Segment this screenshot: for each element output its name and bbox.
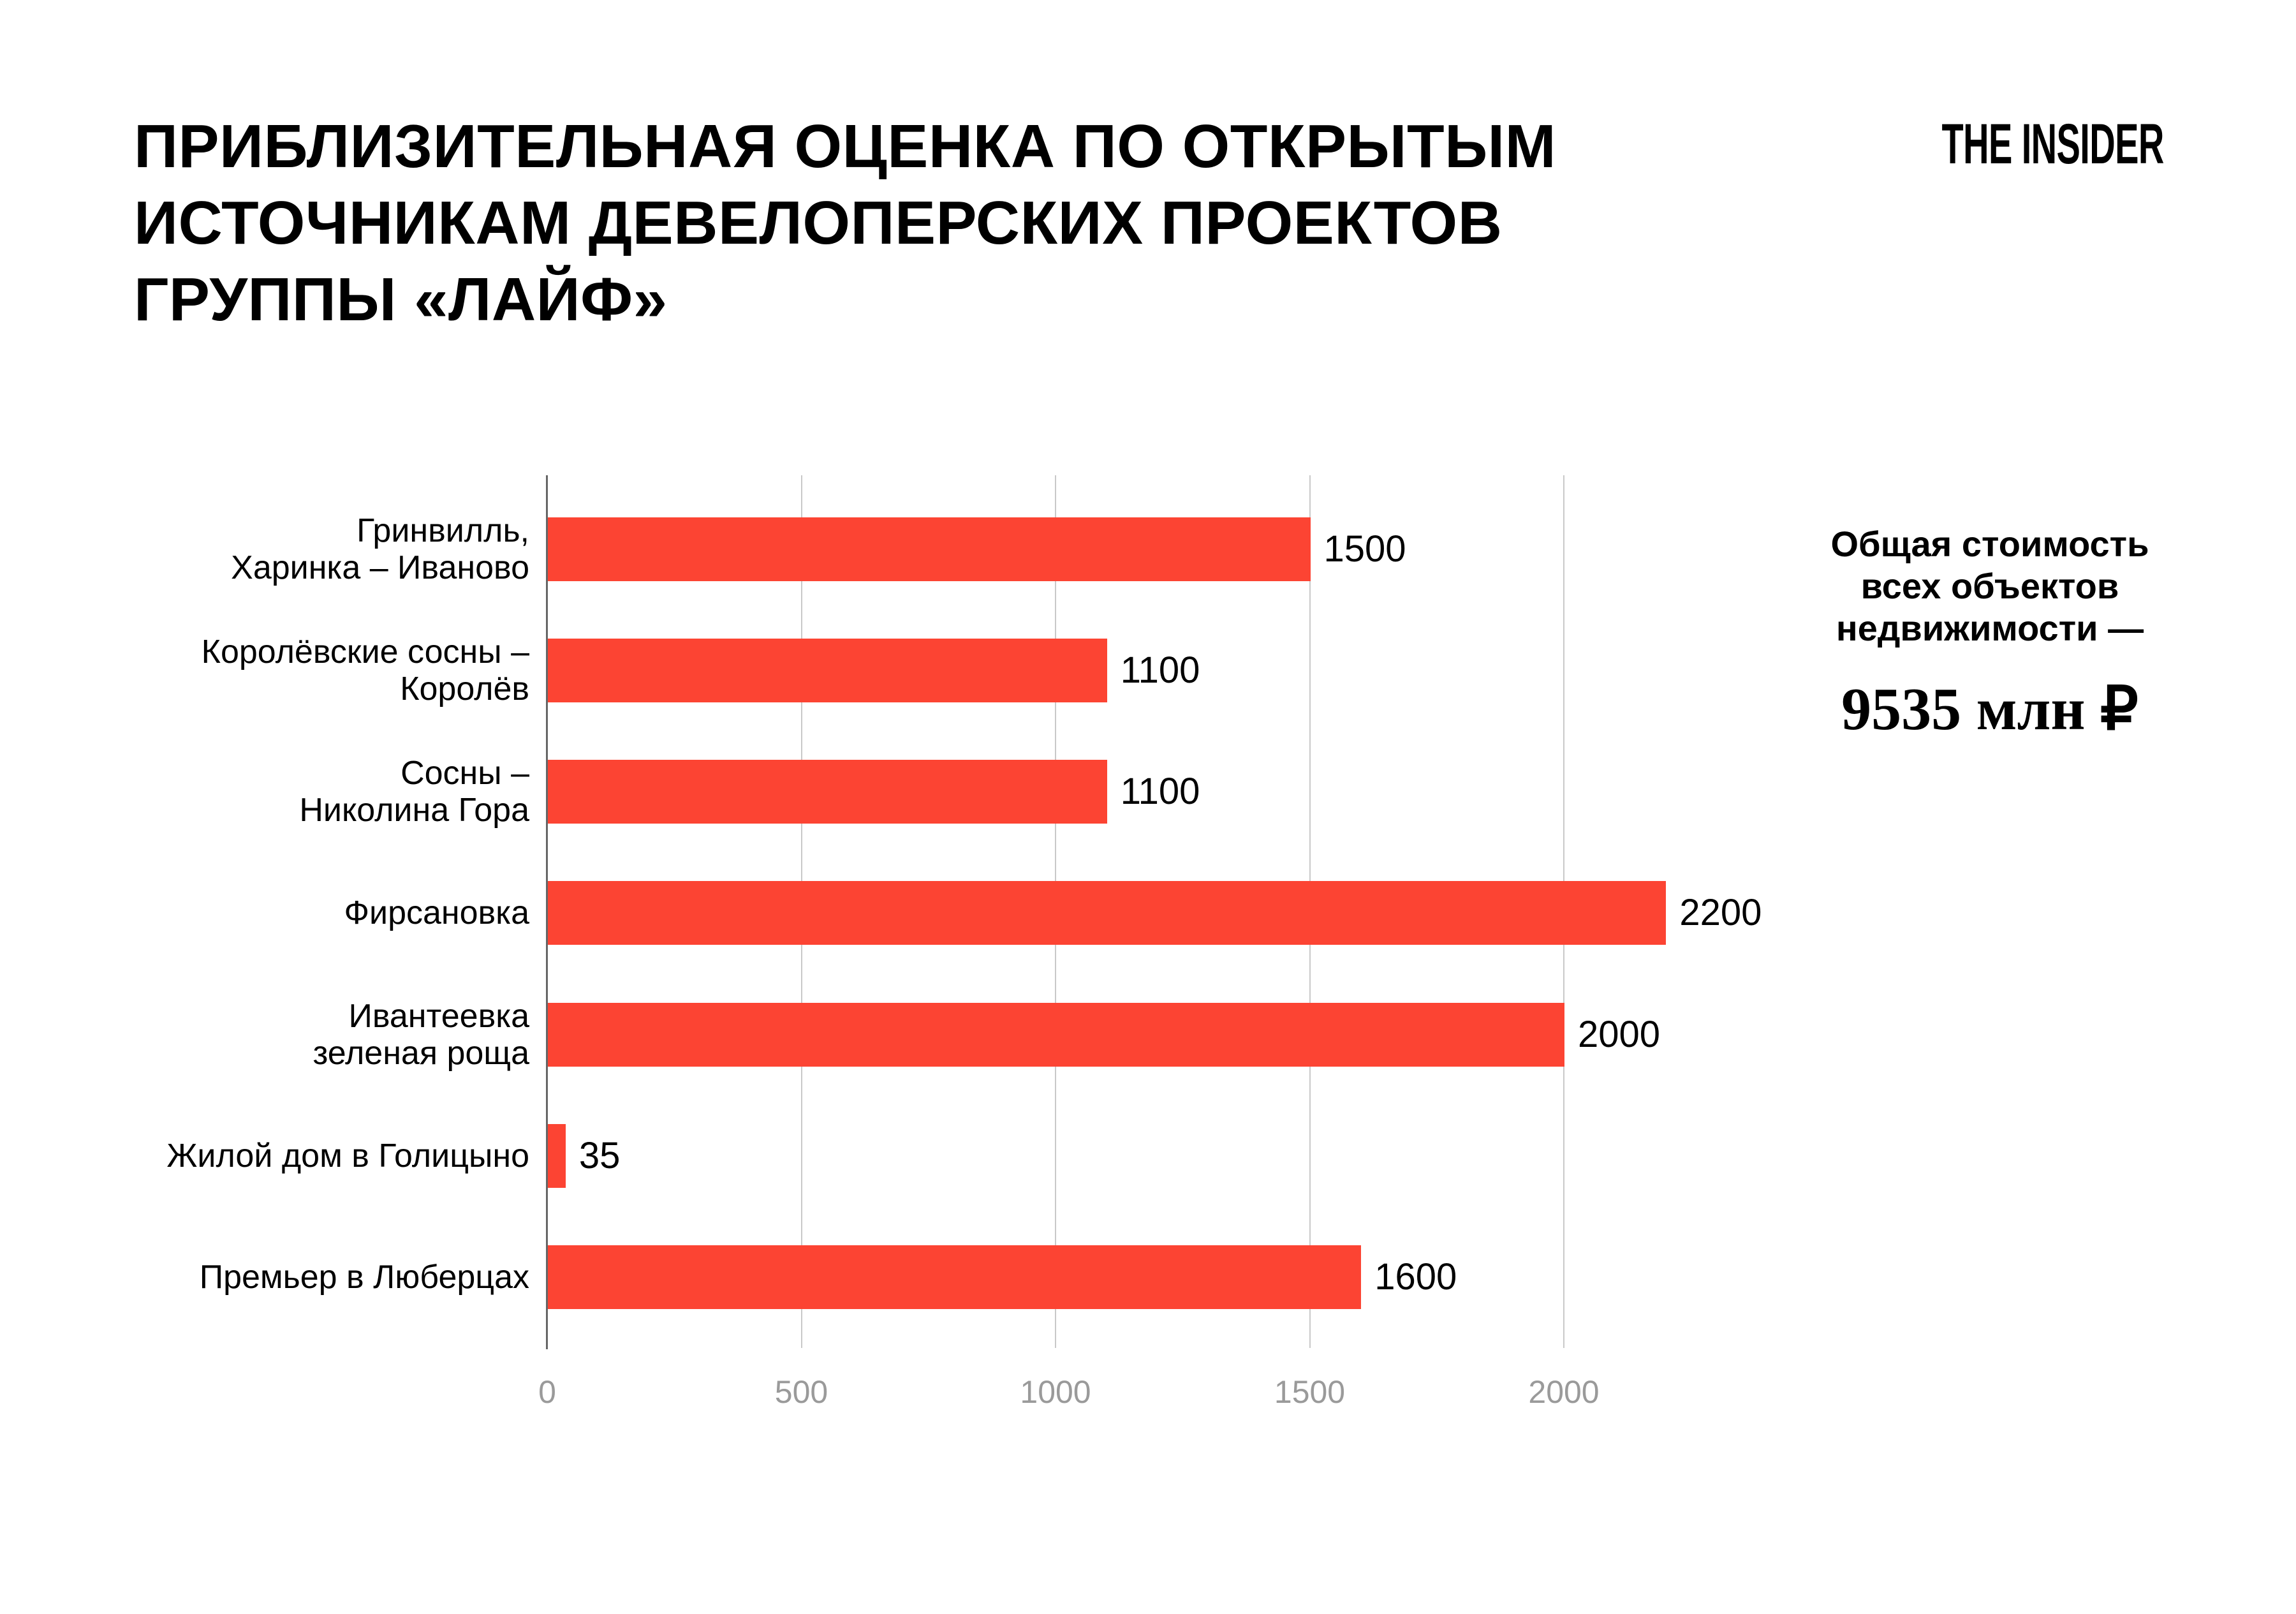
category-label-line: Фирсановка (344, 894, 530, 932)
category-label: Гринвилль, Харинка – Иваново (231, 512, 529, 586)
value-label: 1500 (1323, 528, 1406, 570)
page-title-line: ПРИБЛИЗИТЕЛЬНАЯ ОЦЕНКА ПО ОТКРЫТЫМ (134, 112, 1557, 181)
category-label: Сосны – Николина Гора (299, 755, 529, 829)
category-label-line: Сосны – (401, 755, 529, 792)
page-title: ПРИБЛИЗИТЕЛЬНАЯ ОЦЕНКА ПО ОТКРЫТЫМ ИСТОЧ… (134, 108, 1556, 338)
annotation-line: Общая стоимость (1830, 524, 2149, 564)
category-label: Ивантеевка зеленая роща (313, 998, 530, 1072)
bar-3 (548, 760, 1107, 824)
category-label-line: Николина Гора (299, 792, 529, 829)
the-insider-logo: THE INSIDER (1941, 112, 2165, 175)
bar-6 (548, 1123, 566, 1188)
bar-4 (548, 881, 1667, 945)
value-label: 35 (578, 1134, 621, 1176)
category-label: Королёвские сосны – Королёв (202, 633, 529, 707)
value-label: 2200 (1679, 892, 1762, 934)
bar-5 (548, 1002, 1564, 1067)
category-label-line: Харинка – Иваново (231, 549, 529, 586)
category-label-line: Премьер в Люберцах (199, 1258, 529, 1296)
bar-1 (548, 517, 1311, 581)
bar-2 (548, 639, 1107, 703)
category-label-line: Гринвилль, (357, 512, 529, 549)
value-label: 1600 (1374, 1255, 1457, 1298)
x-tick-label-2000: 2000 (1528, 1374, 1600, 1410)
page-title-line: ГРУППЫ «ЛАЙФ» (134, 265, 668, 334)
value-label: 1100 (1120, 649, 1200, 692)
annotation-line: всех объектов (1860, 566, 2119, 606)
x-tick-label-1000: 1000 (1020, 1374, 1091, 1410)
x-tick-label-1500: 1500 (1274, 1374, 1346, 1410)
x-tick-label-0: 0 (538, 1374, 556, 1410)
total-annotation: Общая стоимость всех объектов недвижимос… (1760, 523, 2219, 744)
category-label-line: Королёвские сосны – (201, 633, 529, 671)
y-axis-line (546, 475, 548, 1349)
category-label: Фирсановка (344, 894, 530, 931)
category-label-line: Королёв (400, 670, 529, 708)
category-label-line: зеленая роща (313, 1034, 530, 1072)
category-label-line: Ивантеевка (348, 997, 529, 1035)
value-label: 1100 (1120, 771, 1200, 813)
category-label: Жилой дом в Голицыно (166, 1137, 529, 1174)
bar-7 (548, 1245, 1362, 1309)
total-value: 9535 млн ₽ (1841, 676, 2138, 743)
category-label: Премьер в Люберцах (200, 1259, 529, 1296)
x-tick-label-500: 500 (774, 1374, 828, 1410)
category-label-line: Жилой дом в Голицыно (166, 1137, 529, 1174)
annotation-line: недвижимости — (1836, 608, 2144, 648)
page-title-line: ИСТОЧНИКАМ ДЕВЕЛОПЕРСКИХ ПРОЕКТОВ (134, 189, 1503, 257)
value-label: 2000 (1578, 1013, 1661, 1055)
